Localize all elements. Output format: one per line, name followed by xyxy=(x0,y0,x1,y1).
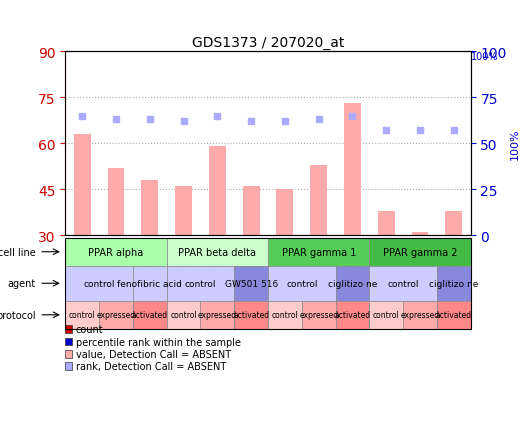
FancyBboxPatch shape xyxy=(99,301,133,329)
Bar xyxy=(412,233,428,236)
Text: expressed: expressed xyxy=(299,311,338,319)
Text: PPAR alpha: PPAR alpha xyxy=(88,247,144,257)
Bar xyxy=(209,147,226,236)
Text: percentile rank within the sample: percentile rank within the sample xyxy=(76,337,241,347)
Text: control: control xyxy=(388,279,419,288)
Text: PPAR beta delta: PPAR beta delta xyxy=(178,247,256,257)
Text: control: control xyxy=(373,311,400,319)
Text: activated: activated xyxy=(334,311,370,319)
Bar xyxy=(65,338,72,345)
Text: protocol: protocol xyxy=(0,310,36,320)
Bar xyxy=(378,211,395,236)
Text: fenofibric acid: fenofibric acid xyxy=(117,279,182,288)
Text: expressed: expressed xyxy=(198,311,237,319)
Bar xyxy=(310,165,327,236)
Text: control: control xyxy=(185,279,216,288)
Text: activated: activated xyxy=(233,311,269,319)
Text: control: control xyxy=(69,311,96,319)
Text: ciglitizo ne: ciglitizo ne xyxy=(328,279,377,288)
FancyBboxPatch shape xyxy=(268,266,336,301)
FancyBboxPatch shape xyxy=(369,238,471,266)
FancyBboxPatch shape xyxy=(302,301,336,329)
FancyBboxPatch shape xyxy=(133,266,167,301)
Bar xyxy=(141,181,158,236)
FancyBboxPatch shape xyxy=(268,238,369,266)
Text: rank, Detection Call = ABSENT: rank, Detection Call = ABSENT xyxy=(76,361,226,371)
Text: activated: activated xyxy=(436,311,472,319)
FancyBboxPatch shape xyxy=(437,301,471,329)
Text: control: control xyxy=(83,279,115,288)
FancyBboxPatch shape xyxy=(167,266,234,301)
FancyBboxPatch shape xyxy=(403,301,437,329)
FancyBboxPatch shape xyxy=(336,301,369,329)
Bar xyxy=(65,238,471,329)
Text: agent: agent xyxy=(8,279,36,289)
Bar xyxy=(74,135,90,236)
Bar xyxy=(446,211,462,236)
Text: control: control xyxy=(286,279,317,288)
Bar xyxy=(65,52,471,236)
FancyBboxPatch shape xyxy=(336,266,369,301)
Text: GW501 516: GW501 516 xyxy=(224,279,278,288)
Bar xyxy=(175,187,192,236)
FancyBboxPatch shape xyxy=(268,301,302,329)
Text: expressed: expressed xyxy=(96,311,135,319)
Bar xyxy=(108,168,124,236)
FancyBboxPatch shape xyxy=(369,266,437,301)
Text: 100%: 100% xyxy=(471,52,498,62)
Text: cell line: cell line xyxy=(0,247,36,257)
Bar xyxy=(65,350,72,358)
FancyBboxPatch shape xyxy=(65,301,99,329)
FancyBboxPatch shape xyxy=(234,301,268,329)
FancyBboxPatch shape xyxy=(65,266,133,301)
Text: activated: activated xyxy=(132,311,168,319)
Text: PPAR gamma 1: PPAR gamma 1 xyxy=(281,247,356,257)
Bar xyxy=(277,190,293,236)
Bar xyxy=(344,104,361,236)
Title: GDS1373 / 207020_at: GDS1373 / 207020_at xyxy=(192,36,344,49)
Text: control: control xyxy=(170,311,197,319)
FancyBboxPatch shape xyxy=(133,301,167,329)
Text: control: control xyxy=(271,311,298,319)
Text: ciglitizo ne: ciglitizo ne xyxy=(429,279,479,288)
Text: expressed: expressed xyxy=(401,311,440,319)
FancyBboxPatch shape xyxy=(167,301,200,329)
FancyBboxPatch shape xyxy=(65,238,167,266)
FancyBboxPatch shape xyxy=(437,266,471,301)
FancyBboxPatch shape xyxy=(369,301,403,329)
Bar xyxy=(65,326,72,334)
Text: PPAR gamma 2: PPAR gamma 2 xyxy=(383,247,457,257)
Y-axis label: 100%: 100% xyxy=(509,128,519,160)
FancyBboxPatch shape xyxy=(167,238,268,266)
Text: count: count xyxy=(76,325,104,335)
FancyBboxPatch shape xyxy=(200,301,234,329)
Bar xyxy=(65,362,72,370)
Text: value, Detection Call = ABSENT: value, Detection Call = ABSENT xyxy=(76,349,231,359)
Bar xyxy=(243,187,259,236)
FancyBboxPatch shape xyxy=(234,266,268,301)
